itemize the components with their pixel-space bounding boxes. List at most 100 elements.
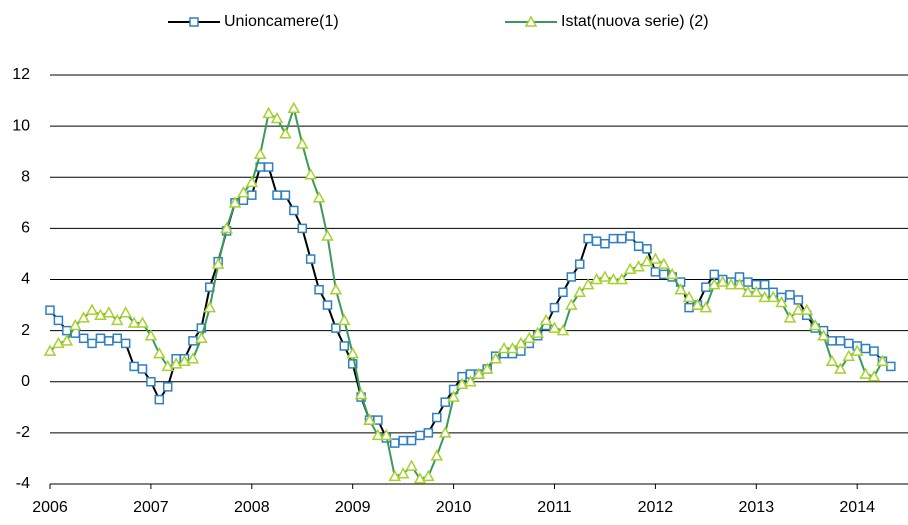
x-tick-label: 2007 <box>133 499 169 516</box>
marker <box>558 287 568 298</box>
marker <box>792 303 805 315</box>
marker <box>825 354 839 367</box>
marker <box>247 190 257 200</box>
marker <box>642 244 652 254</box>
marker <box>253 147 267 159</box>
x-tick-label: 2011 <box>537 499 572 516</box>
marker <box>607 272 620 285</box>
x-tick-label: 2008 <box>234 499 270 516</box>
marker <box>430 449 444 461</box>
marker <box>186 352 200 364</box>
marker <box>682 290 696 303</box>
legend-marker <box>524 15 538 27</box>
marker <box>203 301 217 313</box>
marker <box>591 236 602 246</box>
marker <box>380 428 393 441</box>
marker <box>87 338 97 349</box>
marker <box>566 272 577 282</box>
marker <box>785 290 795 300</box>
marker <box>699 301 713 313</box>
series-line <box>49 166 892 445</box>
marker <box>137 364 148 374</box>
marker <box>405 459 418 471</box>
marker <box>741 285 755 298</box>
marker <box>758 290 771 303</box>
marker <box>110 313 124 326</box>
marker <box>262 106 275 119</box>
marker <box>701 282 711 292</box>
y-tick-label: 6 <box>21 220 30 237</box>
marker <box>766 290 780 303</box>
marker <box>371 428 385 441</box>
marker <box>600 238 610 249</box>
marker <box>835 336 846 346</box>
legend-label: Istat(nuova serie) (2) <box>561 13 709 30</box>
marker <box>287 101 301 113</box>
marker <box>859 367 872 379</box>
marker <box>85 303 99 315</box>
x-tick-label: 2009 <box>335 499 371 516</box>
marker <box>860 343 871 354</box>
marker <box>516 346 526 356</box>
marker <box>657 257 671 269</box>
marker <box>280 190 291 200</box>
marker <box>808 318 822 331</box>
marker <box>743 277 753 287</box>
marker <box>136 316 149 328</box>
marker <box>867 370 881 382</box>
marker <box>237 186 250 198</box>
y-tick-label: 2 <box>21 322 30 339</box>
marker <box>422 469 435 482</box>
marker <box>649 252 662 264</box>
marker <box>615 272 629 285</box>
marker <box>793 295 804 305</box>
x-tick-label: 2013 <box>739 499 775 516</box>
marker <box>154 394 165 405</box>
marker <box>574 259 585 269</box>
marker <box>432 412 442 423</box>
marker <box>464 375 477 387</box>
marker <box>869 346 879 356</box>
marker <box>331 323 341 333</box>
marker <box>112 333 123 344</box>
marker <box>531 326 544 338</box>
y-tick-label: -4 <box>16 475 30 492</box>
marker <box>43 344 57 356</box>
marker <box>220 221 233 234</box>
marker <box>633 241 644 252</box>
marker <box>684 302 694 313</box>
marker <box>188 336 198 346</box>
marker <box>406 435 417 446</box>
marker <box>398 435 408 446</box>
marker <box>338 313 351 326</box>
marker <box>415 430 425 441</box>
marker <box>162 382 173 392</box>
marker <box>447 390 460 402</box>
marker <box>617 233 627 244</box>
marker <box>339 341 350 351</box>
y-tick-label: 12 <box>12 66 30 83</box>
marker <box>608 233 619 244</box>
marker <box>195 331 208 344</box>
marker <box>329 283 343 295</box>
marker <box>347 359 358 369</box>
marker <box>68 318 82 331</box>
marker <box>497 341 511 354</box>
legend-marker <box>189 17 199 27</box>
marker <box>389 438 400 448</box>
marker <box>289 205 299 216</box>
marker <box>373 415 383 425</box>
marker <box>573 285 586 298</box>
marker <box>211 257 225 269</box>
marker <box>844 338 854 349</box>
marker <box>674 283 687 295</box>
marker <box>665 267 679 280</box>
y-tick-label: 8 <box>21 168 30 185</box>
x-tick-label: 2012 <box>638 499 674 516</box>
x-tick-label: 2006 <box>32 499 68 516</box>
marker <box>322 300 333 310</box>
marker <box>304 168 317 180</box>
marker <box>144 329 158 341</box>
marker <box>549 302 560 313</box>
marker <box>354 387 368 400</box>
